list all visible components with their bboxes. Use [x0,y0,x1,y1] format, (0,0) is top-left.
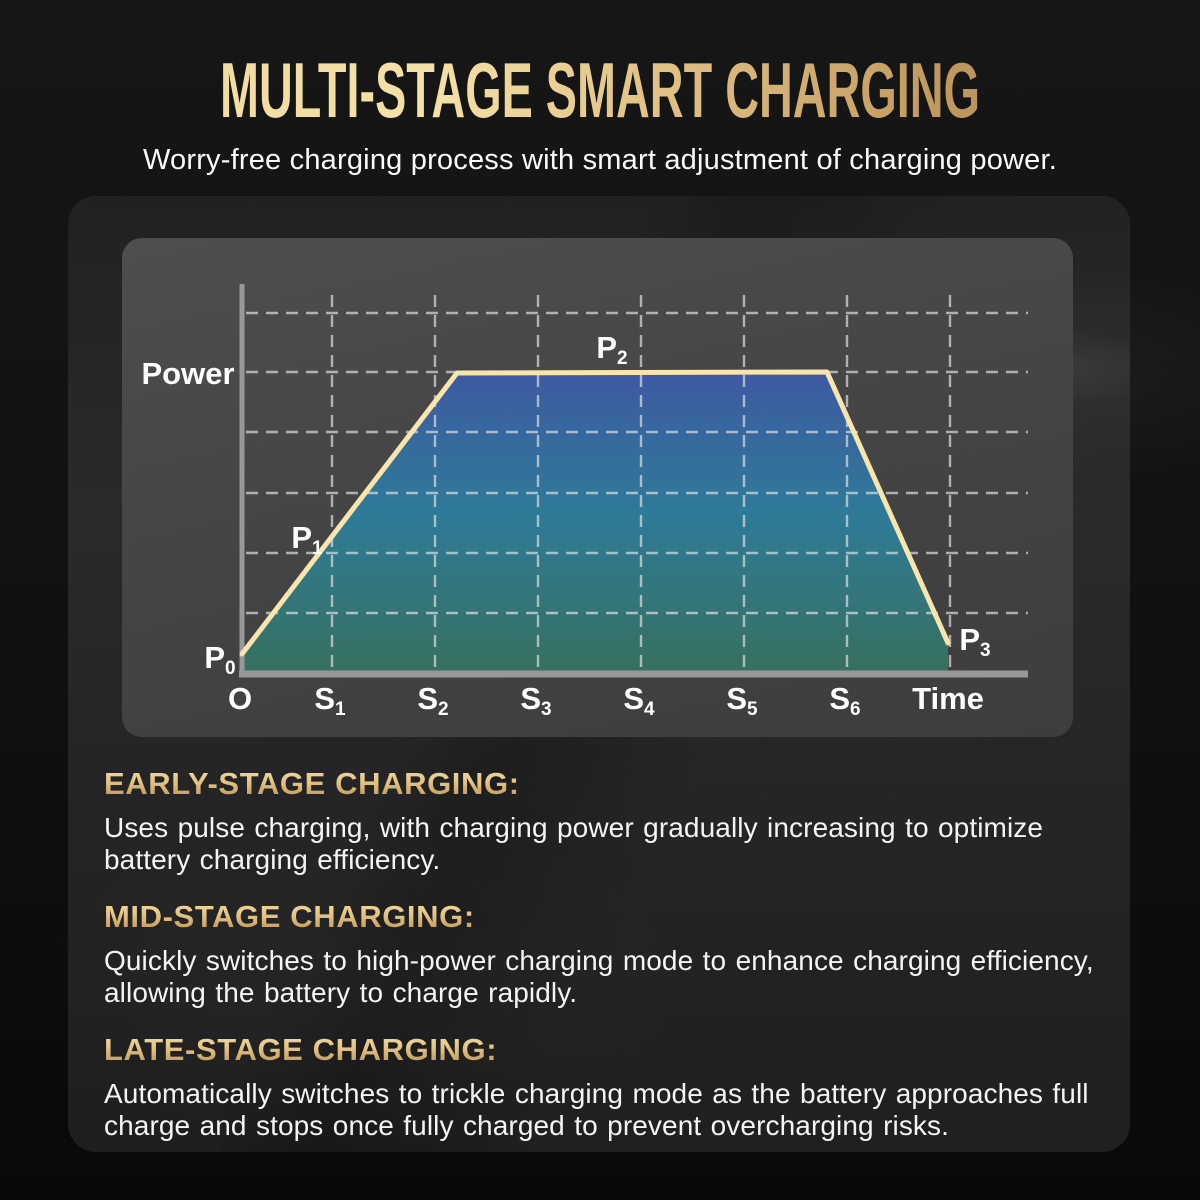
power-point-label: P2 [596,330,627,369]
x-axis-tick-label: S6 [829,681,860,720]
late-stage-heading: LATE-STAGE CHARGING: [104,1032,498,1067]
x-axis-tick-label: S5 [726,681,758,720]
section-late-stage: LATE-STAGE CHARGING: Automatically switc… [104,1032,1108,1141]
x-axis-tick-label: O [228,681,252,716]
mid-stage-heading: MID-STAGE CHARGING: [104,899,475,934]
mid-stage-body: Quickly switches to high-power charging … [104,945,1094,1008]
early-stage-heading: EARLY-STAGE CHARGING: [104,766,520,801]
section-early-stage: EARLY-STAGE CHARGING: Uses pulse chargin… [104,766,1108,875]
power-point-label: P0 [204,640,235,679]
y-axis-label: Power [141,356,234,391]
charging-power-area [242,372,948,671]
page-title: MULTI-STAGE SMART CHARGING [132,46,1068,136]
x-axis-tick-label: S4 [623,681,655,720]
stage-descriptions: EARLY-STAGE CHARGING: Uses pulse chargin… [104,766,1108,1165]
power-point-label: P3 [959,622,990,661]
power-point-label: P1 [291,520,323,559]
page-subtitle: Worry-free charging process with smart a… [142,144,1058,176]
charging-power-curve [239,369,951,657]
late-stage-body: Automatically switches to trickle chargi… [104,1078,1089,1141]
x-axis-tick-label: Time [912,681,984,716]
x-axis-tick-label: S1 [314,681,346,720]
x-axis-tick-label: S3 [520,681,551,720]
section-mid-stage: MID-STAGE CHARGING: Quickly switches to … [104,899,1108,1008]
early-stage-body: Uses pulse charging, with charging power… [104,812,1044,875]
x-axis-tick-label: S2 [417,681,448,720]
